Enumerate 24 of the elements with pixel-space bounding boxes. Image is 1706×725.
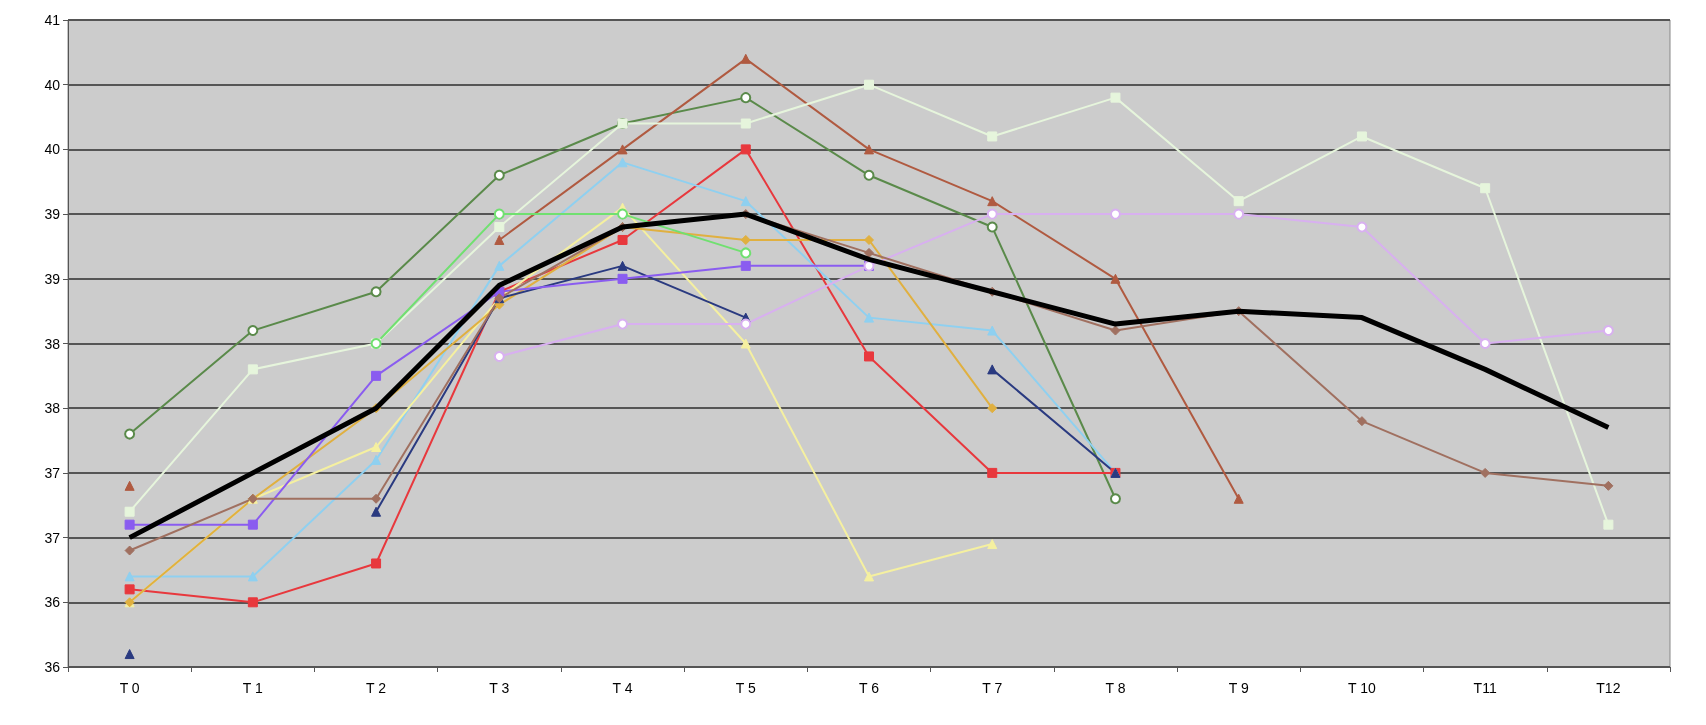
x-tick-label: T 0	[119, 680, 140, 696]
x-tick-label: T 2	[366, 680, 387, 696]
y-tick-label: 38	[44, 400, 61, 417]
y-tick-label: 40	[44, 141, 61, 158]
x-tick-label: T 7	[982, 680, 1003, 696]
x-tick-label: T11	[1473, 680, 1497, 696]
x-tick-label: T 3	[489, 680, 510, 696]
y-tick-label: 38	[44, 335, 61, 352]
x-tick-label: T 4	[612, 680, 633, 696]
y-tick-label: 39	[44, 206, 61, 223]
x-tick-label: T12	[1596, 680, 1621, 696]
x-tick-label: T 9	[1228, 680, 1249, 696]
y-tick-label: 36	[44, 594, 61, 611]
x-tick-label: T 10	[1348, 680, 1377, 696]
y-tick-label: 36	[44, 659, 61, 675]
y-tick-label: 37	[44, 529, 61, 546]
x-tick-label: T 1	[242, 680, 264, 696]
x-tick-label: T 5	[735, 680, 756, 696]
y-tick-label: 39	[44, 270, 61, 287]
x-tick-label: T 8	[1105, 680, 1126, 696]
y-tick-label: 40	[44, 76, 61, 93]
y-tick-label: 37	[44, 464, 61, 481]
y-tick-label: 41	[44, 12, 61, 28]
x-tick-label: T 6	[859, 680, 880, 696]
